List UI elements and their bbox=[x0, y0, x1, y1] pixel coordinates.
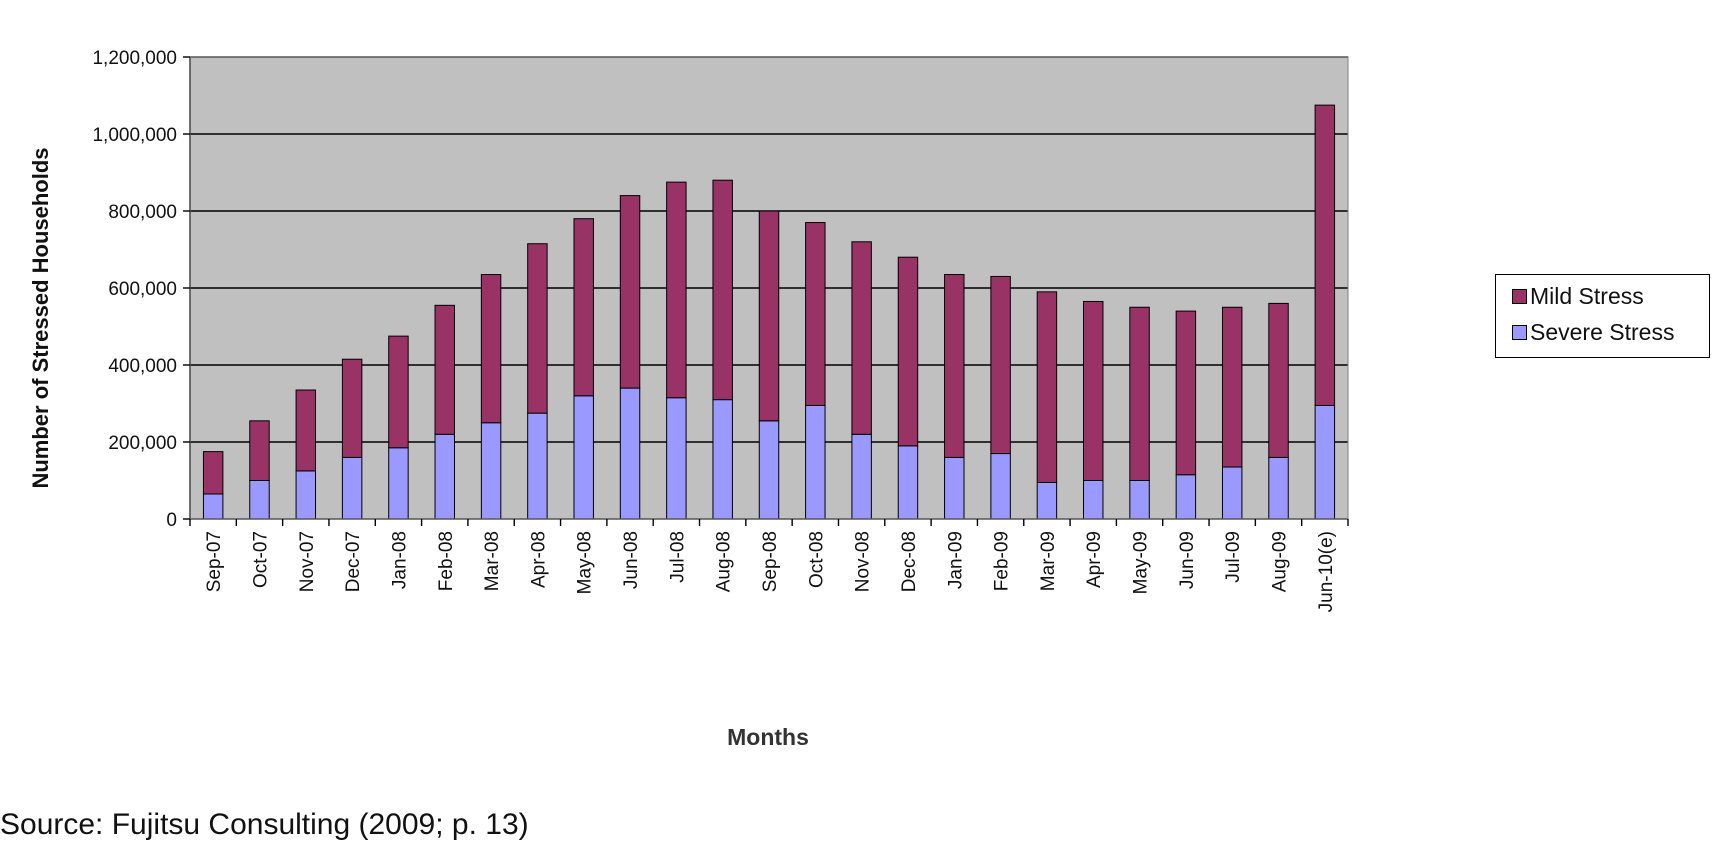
x-tick-label: Oct-07 bbox=[250, 531, 271, 588]
x-tick-label: Feb-08 bbox=[436, 531, 457, 591]
severe-stress-bar bbox=[1129, 480, 1150, 520]
axes bbox=[183, 56, 1349, 526]
severe-stress-bar bbox=[295, 470, 317, 520]
x-tick-label: Nov-07 bbox=[297, 531, 318, 592]
mild-stress-bar bbox=[712, 179, 733, 401]
severe-stress-bar bbox=[434, 433, 455, 520]
mild-stress-bar bbox=[1129, 306, 1150, 481]
x-tick-label: Jan-09 bbox=[945, 531, 966, 589]
x-tick-label: Aug-09 bbox=[1270, 531, 1291, 592]
y-tick-label: 400,000 bbox=[108, 356, 177, 377]
source-note: Source: Fujitsu Consulting (2009; p. 13) bbox=[0, 808, 529, 841]
x-tick-label: Sep-07 bbox=[204, 531, 225, 592]
x-tick-label: Aug-08 bbox=[714, 531, 735, 592]
mild-stress-bar bbox=[480, 274, 502, 424]
x-tick-label: Jun-09 bbox=[1177, 531, 1198, 589]
legend-item-severe-stress: Severe Stress bbox=[1512, 319, 1674, 346]
y-tick-label: 800,000 bbox=[108, 202, 177, 223]
mild-stress-bar bbox=[341, 358, 363, 458]
x-tick-label: Mar-08 bbox=[482, 531, 503, 591]
mild-stress-bar bbox=[1268, 302, 1289, 458]
severe-stress-bar bbox=[341, 456, 363, 520]
mild-stress-bar bbox=[202, 451, 224, 495]
severe-stress-bar bbox=[1175, 474, 1197, 520]
x-axis-tick-labels: Sep-07 Oct-07 Nov-07 Dec-07 Jan-08 Feb-08 Mar-… bbox=[204, 531, 1337, 612]
severe-stress-bar bbox=[388, 447, 409, 520]
legend: Mild Stress Severe Stress bbox=[1495, 274, 1710, 358]
severe-stress-bar bbox=[990, 453, 1011, 520]
mild-stress-bar bbox=[619, 195, 641, 389]
mild-stress-bar bbox=[666, 181, 687, 399]
mild-stress-bar bbox=[1036, 291, 1058, 483]
mild-stress-bar bbox=[295, 389, 317, 472]
legend-label: Severe Stress bbox=[1530, 319, 1675, 345]
severe-stress-bar bbox=[1268, 456, 1289, 520]
x-tick-label: May-09 bbox=[1131, 531, 1152, 594]
severe-stress-bar bbox=[1036, 481, 1058, 520]
y-tick-label: 1,000,000 bbox=[92, 125, 177, 146]
mild-stress-swatch bbox=[1512, 289, 1527, 304]
mild-stress-bar bbox=[1083, 300, 1104, 481]
y-tick-label: 0 bbox=[166, 510, 177, 531]
x-tick-label: Jul-09 bbox=[1223, 531, 1244, 583]
severe-stress-bar bbox=[805, 404, 826, 520]
mild-stress-bar bbox=[990, 275, 1011, 455]
x-tick-label: Dec-07 bbox=[343, 531, 364, 592]
y-tick-label: 1,200,000 bbox=[92, 48, 177, 69]
severe-stress-bar bbox=[202, 493, 224, 520]
legend-label: Mild Stress bbox=[1530, 283, 1644, 309]
mild-stress-bar bbox=[1314, 104, 1336, 406]
x-tick-label: Jun-10(e) bbox=[1316, 531, 1337, 612]
x-tick-label: Jan-08 bbox=[389, 531, 410, 589]
x-tick-label: Feb-09 bbox=[992, 531, 1013, 591]
x-tick-label: Jun-08 bbox=[621, 531, 642, 589]
severe-stress-bar bbox=[1221, 466, 1243, 520]
x-tick-label: Jul-08 bbox=[667, 531, 688, 583]
mild-stress-bar bbox=[388, 335, 409, 449]
severe-stress-bar bbox=[249, 480, 270, 520]
severe-stress-bar bbox=[712, 399, 733, 520]
severe-stress-bar bbox=[573, 395, 594, 520]
x-tick-label: Dec-08 bbox=[899, 531, 920, 592]
severe-stress-bar bbox=[666, 397, 687, 520]
severe-stress-bar bbox=[619, 387, 641, 520]
severe-stress-bar bbox=[480, 422, 502, 520]
severe-stress-bar bbox=[1083, 480, 1104, 520]
severe-stress-swatch bbox=[1512, 325, 1527, 340]
mild-stress-bar bbox=[249, 420, 270, 482]
x-tick-label: Mar-09 bbox=[1038, 531, 1059, 591]
x-tick-label: Apr-09 bbox=[1084, 531, 1105, 588]
severe-stress-bar bbox=[758, 420, 780, 520]
y-axis-label: Number of Stressed Households bbox=[28, 147, 53, 488]
legend-item-mild-stress: Mild Stress bbox=[1512, 283, 1644, 310]
severe-stress-bar bbox=[851, 433, 872, 520]
mild-stress-bar bbox=[573, 218, 594, 397]
x-tick-label: Oct-08 bbox=[806, 531, 827, 588]
mild-stress-bar bbox=[805, 222, 826, 406]
mild-stress-bar bbox=[1221, 306, 1243, 468]
mild-stress-bar bbox=[527, 243, 548, 414]
mild-stress-bar bbox=[1175, 310, 1197, 476]
mild-stress-bar bbox=[851, 241, 872, 435]
mild-stress-bar bbox=[758, 210, 780, 422]
y-tick-label: 200,000 bbox=[108, 433, 177, 454]
y-tick-label: 600,000 bbox=[108, 279, 177, 300]
mild-stress-bar bbox=[944, 274, 965, 458]
x-axis-label: Months bbox=[727, 724, 809, 750]
y-axis-tick-labels: 0 200,000 400,000 600,000 800,000 1,000,000 1,… bbox=[92, 48, 177, 531]
severe-stress-bar bbox=[1314, 404, 1336, 520]
x-tick-label: Sep-08 bbox=[760, 531, 781, 592]
severe-stress-bar bbox=[944, 456, 965, 520]
mild-stress-bar bbox=[434, 304, 455, 435]
severe-stress-bar bbox=[897, 445, 919, 520]
severe-stress-bar bbox=[527, 412, 548, 520]
x-tick-label: Nov-08 bbox=[853, 531, 874, 592]
x-tick-label: May-08 bbox=[575, 531, 596, 594]
mild-stress-bar bbox=[897, 256, 919, 447]
x-tick-label: Apr-08 bbox=[528, 531, 549, 588]
